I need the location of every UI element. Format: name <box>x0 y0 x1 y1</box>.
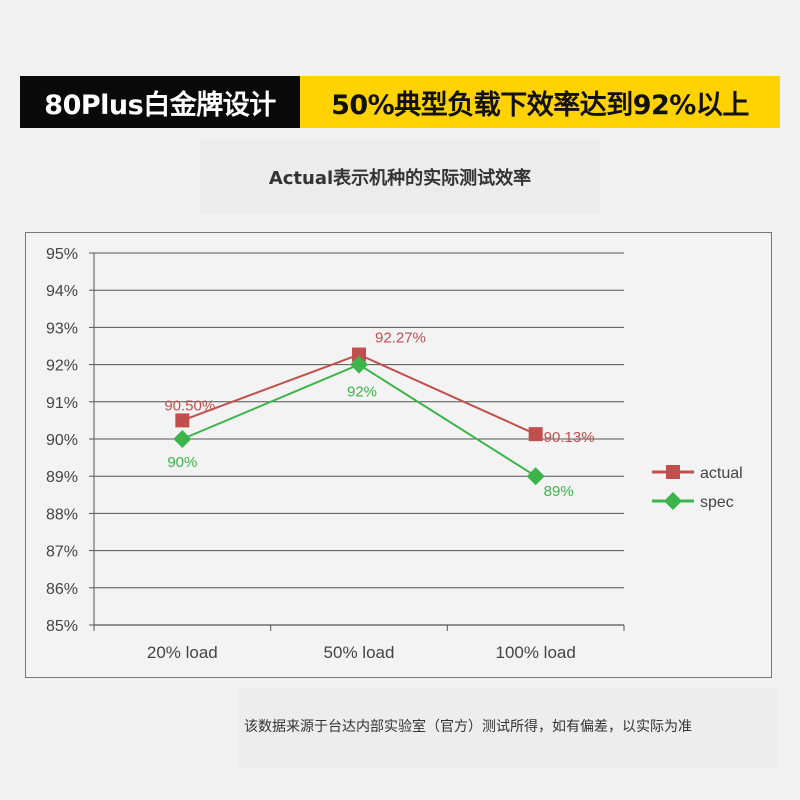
banner-title-left: 80Plus白金牌设计 <box>20 76 300 128</box>
data-label-spec: 90% <box>167 454 197 471</box>
footnote: 该数据来源于台达内部实验室（官方）测试所得，如有偏差，以实际为准 <box>244 719 692 735</box>
legend-label-spec: spec <box>700 494 734 511</box>
x-tick-label: 50% load <box>324 643 395 662</box>
y-tick-label: 88% <box>46 506 78 523</box>
series-line-spec <box>181 363 537 478</box>
header-banner: 80Plus白金牌设计 50%典型负载下效率达到92%以上 <box>20 76 780 128</box>
data-label-actual: 90.13% <box>544 429 595 446</box>
data-label-spec: 89% <box>544 483 574 500</box>
y-tick-label: 85% <box>46 618 78 635</box>
y-tick-label: 89% <box>46 469 78 486</box>
footnote-box <box>238 688 778 768</box>
data-point-actual <box>175 413 190 428</box>
x-tick-label: 20% load <box>147 643 218 662</box>
banner-title-right: 50%典型负载下效率达到92%以上 <box>300 76 780 128</box>
data-point-spec <box>173 430 192 448</box>
y-tick-label: 93% <box>46 320 78 337</box>
data-point-spec <box>526 467 545 486</box>
legend-marker-spec <box>664 492 682 510</box>
y-tick-label: 87% <box>46 544 78 561</box>
chart-subtitle: Actual表示机种的实际测试效率 <box>268 168 532 189</box>
y-tick-label: 92% <box>46 358 78 375</box>
y-tick-label: 94% <box>46 283 78 300</box>
subtitle-box: Actual表示机种的实际测试效率 <box>200 140 600 214</box>
y-tick-label: 90% <box>46 432 78 449</box>
chart-frame <box>25 232 772 678</box>
y-tick-label: 91% <box>46 395 78 412</box>
y-tick-label: 95% <box>46 246 78 263</box>
legend-label-actual: actual <box>700 465 743 482</box>
y-tick-label: 86% <box>46 581 78 598</box>
data-point-actual <box>528 427 543 442</box>
legend-marker-actual <box>666 465 680 479</box>
data-point-spec <box>350 355 368 374</box>
x-tick-label: 100% load <box>495 643 575 662</box>
data-label-actual: 90.50% <box>164 397 215 414</box>
data-point-actual <box>352 347 366 362</box>
data-label-actual: 92.27% <box>375 330 426 347</box>
data-label-spec: 92% <box>347 384 377 401</box>
